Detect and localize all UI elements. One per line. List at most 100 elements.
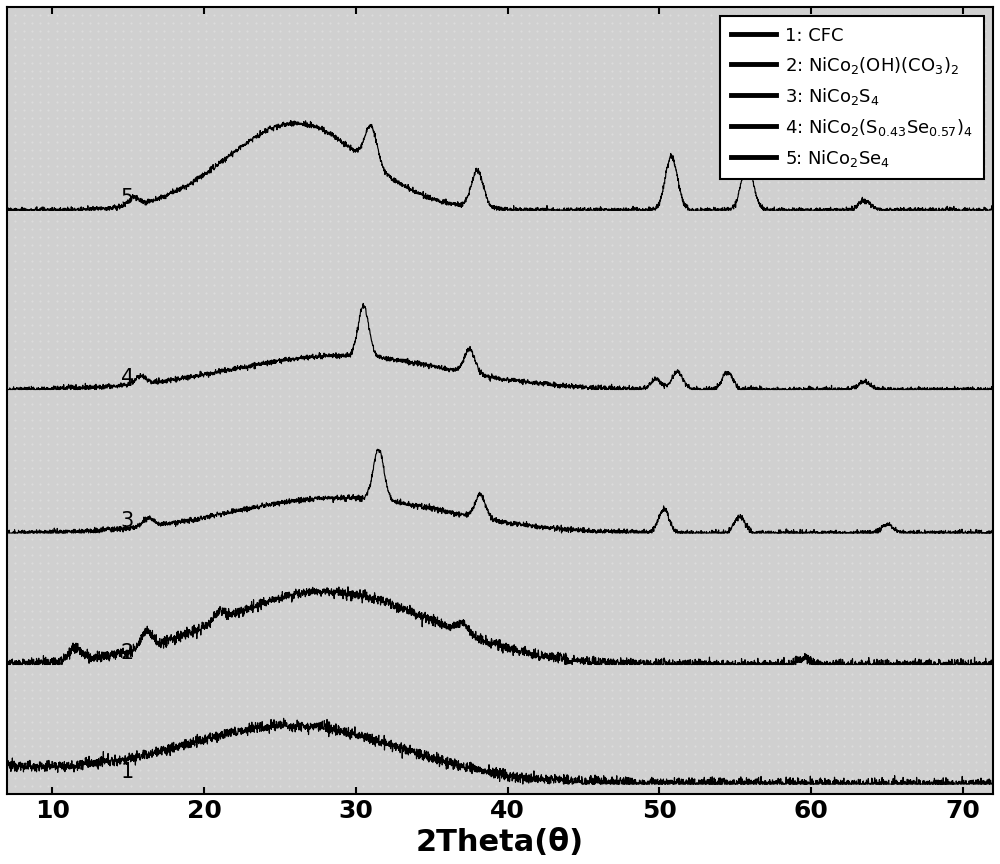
Point: [645, 365, 661, 379]
Point: [32, 588, 48, 602]
Point: [488, 469, 504, 483]
Point: [513, 334, 529, 347]
Point: [554, 636, 570, 650]
Point: [339, 310, 355, 324]
Point: [446, 64, 462, 78]
Point: [206, 48, 222, 61]
Point: [405, 771, 421, 785]
Point: [148, 564, 164, 578]
Point: [430, 143, 446, 157]
Point: [422, 413, 438, 427]
Point: [504, 604, 520, 618]
Point: [322, 739, 338, 753]
Point: [554, 310, 570, 324]
Point: [16, 668, 32, 682]
Point: [513, 278, 529, 292]
Point: [330, 651, 346, 665]
Point: [140, 747, 156, 761]
Point: [968, 509, 984, 523]
Point: [115, 659, 131, 673]
Point: [562, 143, 578, 157]
Point: [32, 32, 48, 46]
Point: [364, 32, 380, 46]
Point: [24, 668, 40, 682]
Point: [256, 699, 272, 713]
Point: [678, 683, 694, 697]
Point: [960, 48, 976, 61]
Point: [662, 278, 678, 292]
Point: [372, 278, 388, 292]
Point: [98, 723, 114, 737]
Point: [49, 612, 65, 626]
Point: [902, 596, 918, 610]
Point: [612, 477, 628, 491]
Point: [761, 691, 777, 705]
Point: [852, 651, 868, 665]
Point: [322, 135, 338, 149]
Point: [198, 278, 214, 292]
Point: [828, 676, 844, 689]
Point: [214, 270, 230, 284]
Point: [678, 651, 694, 665]
Point: [960, 771, 976, 785]
Point: [620, 437, 636, 451]
Point: [388, 326, 404, 340]
Point: [480, 214, 496, 228]
Point: [803, 644, 819, 658]
Point: [446, 294, 462, 308]
Point: [471, 0, 487, 14]
Point: [16, 524, 32, 538]
Point: [281, 691, 297, 705]
Point: [927, 175, 943, 188]
Point: [886, 24, 902, 38]
Point: [745, 556, 761, 570]
Point: [977, 691, 993, 705]
Point: [231, 787, 247, 801]
Point: [687, 206, 703, 220]
Point: [944, 40, 960, 54]
Point: [571, 691, 587, 705]
Point: [736, 175, 752, 188]
Point: [579, 246, 595, 260]
Point: [74, 55, 90, 69]
Point: [770, 270, 786, 284]
Point: [861, 715, 877, 729]
Point: [248, 596, 264, 610]
Point: [910, 651, 926, 665]
Point: [314, 612, 330, 626]
Point: [952, 48, 968, 61]
Point: [935, 48, 951, 61]
Point: [720, 342, 736, 356]
Point: [562, 445, 578, 459]
Point: [927, 238, 943, 252]
Point: [488, 390, 504, 403]
Point: [596, 445, 612, 459]
Point: [339, 715, 355, 729]
Point: [339, 302, 355, 316]
Point: [7, 127, 23, 141]
Point: [819, 461, 835, 474]
Point: [438, 79, 454, 93]
Point: [7, 540, 23, 554]
Point: [720, 619, 736, 633]
Point: [662, 771, 678, 785]
Point: [778, 715, 794, 729]
Point: [281, 619, 297, 633]
Point: [496, 79, 512, 93]
Point: [703, 668, 719, 682]
Point: [662, 755, 678, 769]
Point: [306, 651, 322, 665]
Point: [239, 580, 255, 594]
Point: [836, 699, 852, 713]
Point: [554, 445, 570, 459]
Point: [74, 127, 90, 141]
Point: [728, 644, 744, 658]
Point: [745, 286, 761, 300]
Point: [239, 48, 255, 61]
Point: [297, 350, 313, 364]
Point: [7, 159, 23, 173]
Point: [944, 191, 960, 205]
Point: [190, 604, 206, 618]
Point: [736, 342, 752, 356]
Point: [496, 318, 512, 332]
